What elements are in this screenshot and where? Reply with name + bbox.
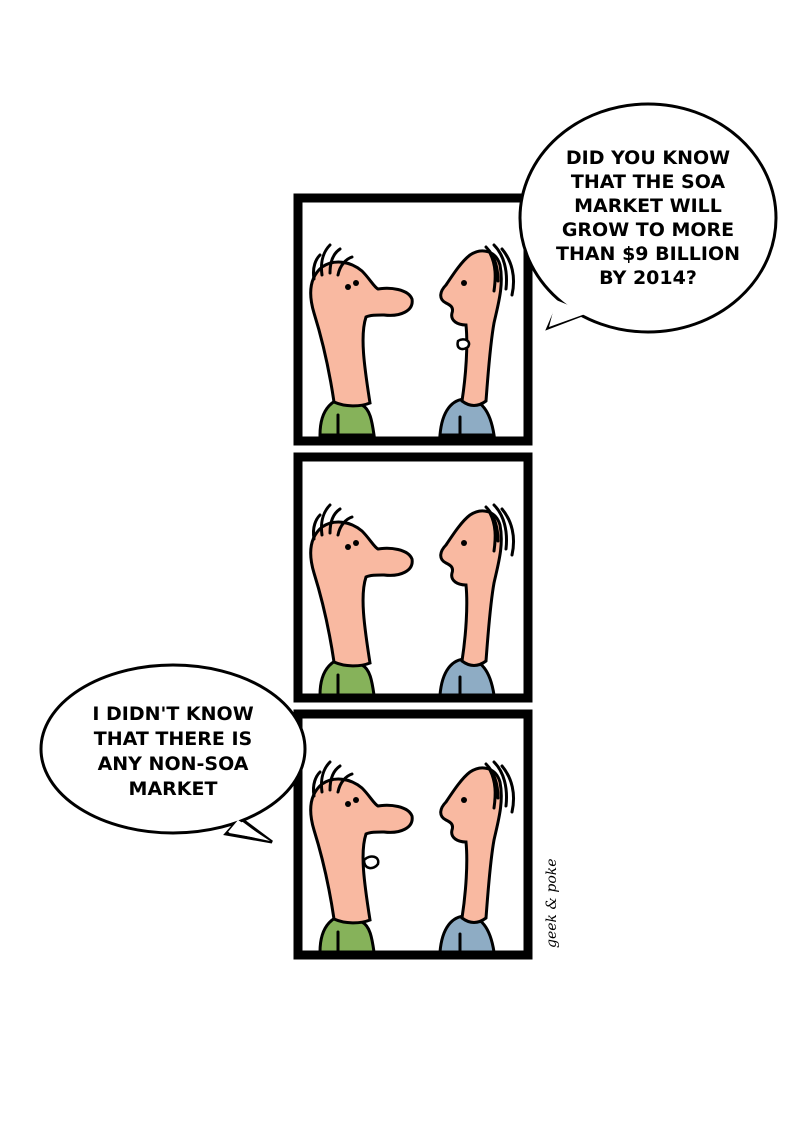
bubble-bottom-line-2: THAT THERE IS (94, 728, 253, 750)
character-right-talking (438, 243, 516, 437)
panel-3: geek & poke (293, 709, 560, 960)
bubble-bottom-line-3: ANY NON-SOA (98, 753, 249, 775)
bubble-top-line-3: MARKET WILL (574, 195, 722, 217)
bubble-bottom-line-1: I DIDN'T KNOW (92, 703, 253, 725)
bubble-top-line-6: BY 2014? (599, 267, 697, 289)
panel-2 (293, 452, 533, 703)
bubble-top-line-1: DID YOU KNOW (566, 147, 730, 169)
speech-bubble-bottom: I DIDN'T KNOW THAT THERE IS ANY NON-SOA … (39, 663, 307, 844)
character-left-talking (309, 760, 414, 954)
bubble-bottom-line-4: MARKET (129, 778, 218, 800)
speech-bubble-top: DID YOU KNOW THAT THE SOA MARKET WILL GR… (518, 102, 778, 334)
bubble-top-line-5: THAN $9 BILLION (556, 243, 740, 265)
credit-signature: geek & poke (544, 858, 560, 948)
bubble-top-line-4: GROW TO MORE (562, 219, 734, 241)
bubble-top-line-2: THAT THE SOA (571, 171, 725, 193)
panel-1 (293, 193, 533, 446)
